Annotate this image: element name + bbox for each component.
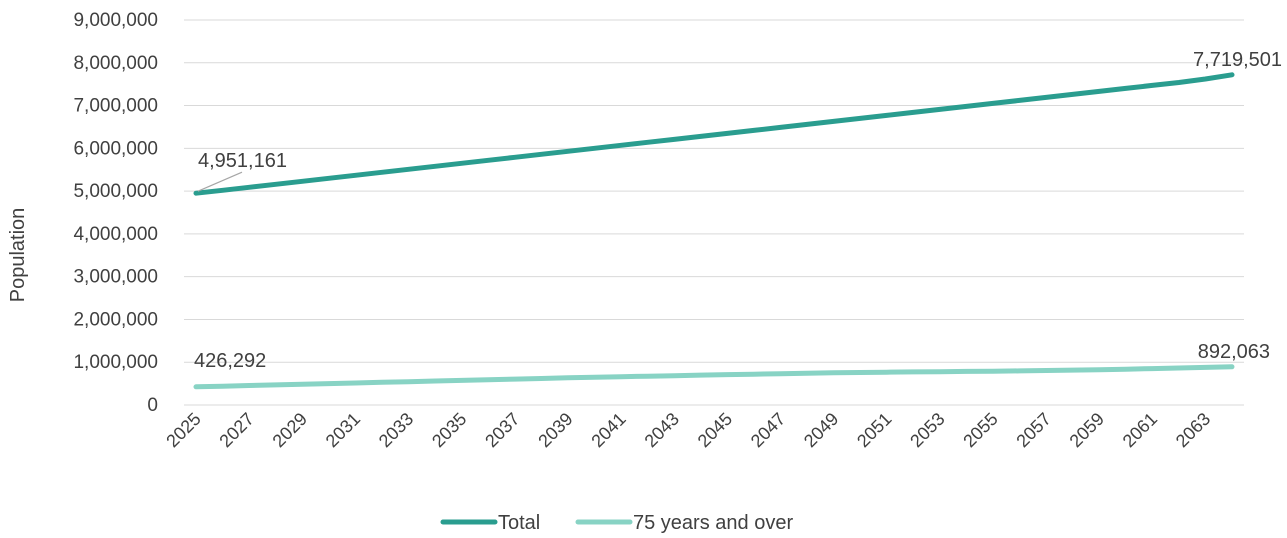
x-tick-label: 2053 [906,409,948,451]
x-axis-ticks: 2025 2027 2029 2031 2033 2035 2037 2039 2041 2043… [162,409,1214,451]
y-tick-label: 2,000,000 [73,309,158,330]
x-tick-label: 2063 [1172,409,1214,451]
x-tick-label: 2055 [959,409,1001,451]
y-tick-label: 7,000,000 [73,96,158,117]
x-tick-label: 2057 [1012,409,1054,451]
x-tick-label: 2045 [694,409,736,451]
series-lines [193,72,1235,390]
data-label-end: 892,063 [1198,341,1270,363]
data-labels: 4,951,161 7,719,501 426,292 892,063 [194,49,1282,372]
x-tick-label: 2025 [162,409,204,451]
x-tick-label: 2059 [1066,409,1108,451]
series-line-0 [193,72,1235,196]
gridlines [184,19,1244,406]
x-tick-label: 2043 [641,409,683,451]
x-tick-label: 2041 [587,409,629,451]
x-tick-label: 2047 [747,409,789,451]
legend-label: Total [498,512,540,534]
y-tick-label: 1,000,000 [73,352,158,373]
legend-label: 75 years and over [633,512,793,534]
data-label-start: 426,292 [194,350,266,372]
y-tick-label: 5,000,000 [73,181,158,202]
y-tick-label: 4,000,000 [73,224,158,245]
y-tick-label: 0 [147,395,158,416]
y-tick-label: 8,000,000 [73,53,158,74]
x-tick-label: 2031 [322,409,364,451]
y-tick-label: 9,000,000 [73,10,158,31]
series-line-1 [193,364,1235,390]
y-tick-label: 6,000,000 [73,138,158,159]
data-label-leader [197,171,243,192]
y-tick-label: 3,000,000 [73,267,158,288]
x-tick-label: 2051 [853,409,895,451]
x-tick-label: 2037 [481,409,523,451]
x-tick-label: 2039 [534,409,576,451]
y-axis-ticks: 0 1,000,000 2,000,000 3,000,000 4,000,000 5,0… [73,10,158,416]
x-tick-label: 2029 [269,409,311,451]
x-tick-label: 2033 [375,409,417,451]
x-tick-label: 2035 [428,409,470,451]
x-tick-label: 2049 [800,409,842,451]
data-label-end: 7,719,501 [1193,49,1282,71]
data-label-start: 4,951,161 [198,150,287,172]
x-tick-label: 2027 [215,409,257,451]
x-tick-label: 2061 [1119,409,1161,451]
y-axis-label: Population [7,208,29,303]
legend: Total 75 years and over [440,512,793,534]
